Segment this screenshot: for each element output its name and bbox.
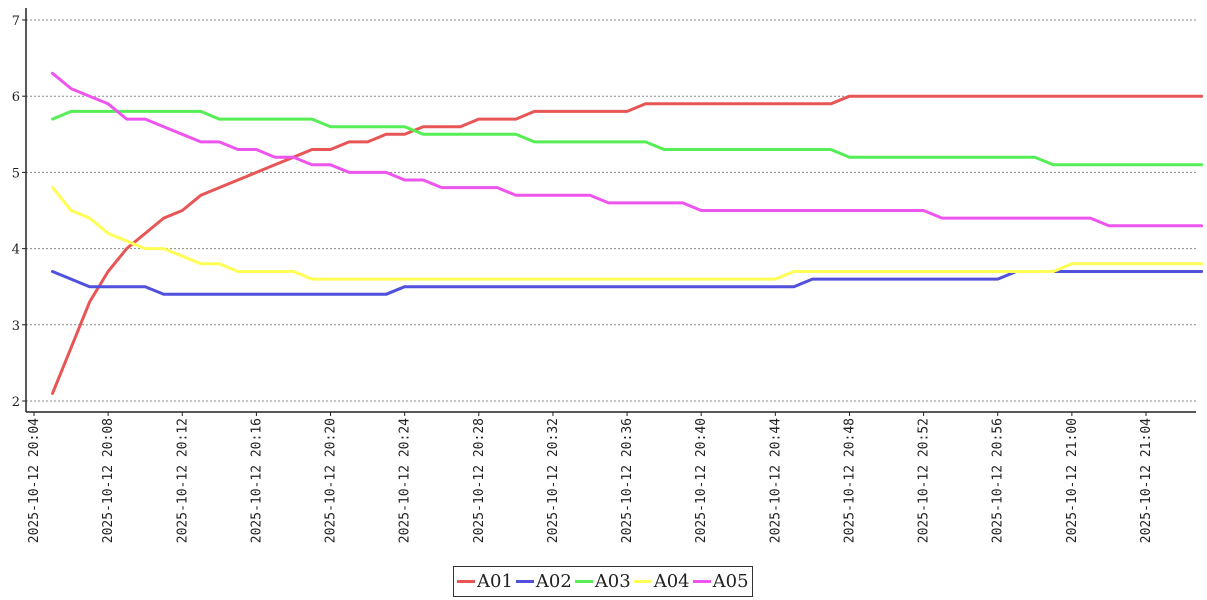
y-axis: 2 3 4 5 6 7 <box>12 8 27 412</box>
legend-item-a04: A04 <box>633 571 690 592</box>
legend-swatch <box>457 580 475 583</box>
legend-label: A03 <box>594 571 631 592</box>
series-line-a04 <box>51 186 1204 281</box>
y-tick-label: 2 <box>12 395 20 410</box>
x-axis: 2025-10-12 20:04 2025-10-12 20:08 2025-10-… <box>26 411 1196 543</box>
series-line-a03 <box>51 109 1204 167</box>
x-tick-label: 2025-10-12 20:04 <box>27 418 42 543</box>
legend-swatch <box>574 580 593 583</box>
series-line-a05 <box>51 71 1204 228</box>
x-tick-label: 2025-10-12 21:00 <box>1065 418 1080 543</box>
y-tick-label: 7 <box>12 14 20 29</box>
legend-swatch <box>692 580 711 583</box>
series-lines <box>51 71 1204 395</box>
legend-item-a05: A05 <box>692 571 749 592</box>
x-tick-label: 2025-10-12 20:52 <box>917 418 932 543</box>
x-tick-label: 2025-10-12 20:44 <box>768 418 783 543</box>
x-tick-label: 2025-10-12 20:28 <box>472 418 487 543</box>
y-tick-label: 5 <box>12 166 20 181</box>
x-tick-label: 2025-10-12 20:08 <box>101 418 116 543</box>
x-tick-label: 2025-10-12 20:48 <box>842 418 857 543</box>
legend-swatch <box>515 580 534 583</box>
y-tick-label: 4 <box>12 243 20 258</box>
series-line-a02 <box>51 270 1204 296</box>
grid-lines <box>26 19 1196 402</box>
legend-label: A02 <box>535 571 572 592</box>
y-tick-label: 3 <box>12 319 20 334</box>
x-tick-label: 2025-10-12 20:32 <box>546 418 561 543</box>
legend-item-a01: A01 <box>457 571 513 592</box>
legend-swatch <box>633 580 652 583</box>
x-tick-label: 2025-10-12 20:20 <box>324 418 339 543</box>
x-tick-label: 2025-10-12 20:12 <box>175 418 190 543</box>
legend-label: A04 <box>653 571 690 592</box>
x-tick-label: 2025-10-12 20:36 <box>620 418 635 543</box>
y-tick-label: 6 <box>12 90 20 105</box>
legend-label: A05 <box>712 571 749 592</box>
legend-label: A01 <box>477 571 513 592</box>
x-tick-label: 2025-10-12 20:56 <box>991 418 1006 543</box>
series-line-a01 <box>51 94 1204 395</box>
legend: A01 A02 A03 A04 A05 <box>453 566 753 597</box>
x-tick-label: 2025-10-12 20:24 <box>398 418 413 543</box>
x-tick-label: 2025-10-12 21:04 <box>1139 418 1154 543</box>
legend-item-a03: A03 <box>574 571 631 592</box>
x-tick-label: 2025-10-12 20:40 <box>694 418 709 543</box>
x-tick-label: 2025-10-12 20:16 <box>249 418 264 543</box>
legend-item-a02: A02 <box>515 571 572 592</box>
